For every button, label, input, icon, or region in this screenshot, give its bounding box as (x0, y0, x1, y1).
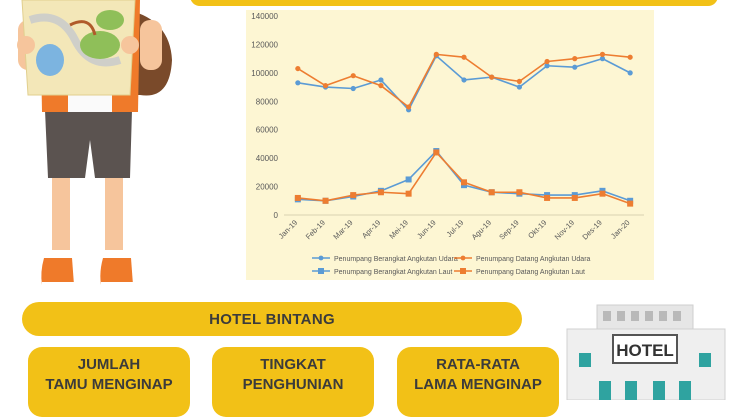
data-point (405, 190, 412, 197)
data-point (572, 64, 578, 70)
data-point (295, 65, 301, 72)
data-point (627, 70, 633, 76)
data-point (322, 197, 329, 204)
card-label-line2: LAMA MENGINAP (414, 376, 542, 393)
data-point (377, 189, 384, 196)
series-line (297, 150, 631, 202)
data-point (599, 190, 606, 197)
card-label-line1: RATA-RATA (436, 356, 520, 373)
x-tick-label: Mei-19 (387, 218, 410, 241)
x-tick-label: Jun-19 (415, 218, 438, 241)
x-tick-label: Agu-19 (470, 218, 493, 241)
legend-swatch-marker (460, 255, 466, 261)
y-tick-label: 120000 (251, 40, 278, 49)
section-banner: HOTEL BINTANG (22, 302, 522, 336)
card-rata-rata-lama: RATA-RATA LAMA MENGINAP (397, 347, 559, 417)
data-point (461, 179, 467, 186)
y-tick-label: 40000 (256, 154, 279, 163)
data-point (350, 85, 356, 92)
data-point (461, 77, 467, 83)
data-point (378, 83, 384, 89)
x-tick-label: Feb-19 (304, 218, 327, 241)
traveler-illustration (17, 0, 172, 287)
section-title: HOTEL BINTANG (209, 310, 335, 328)
data-point (405, 176, 412, 183)
data-point (294, 194, 301, 201)
data-point (599, 51, 606, 57)
legend-swatch-marker (318, 268, 324, 274)
data-point (433, 51, 439, 57)
card-jumlah-tamu: JUMLAH TAMU MENGINAP (28, 347, 190, 417)
data-point (350, 73, 356, 79)
data-point (627, 54, 633, 60)
line-chart: 0 20000 40000 60000 80000 100000 120000 140000 J… (251, 12, 644, 276)
y-tick-label: 60000 (256, 126, 279, 135)
data-point (488, 189, 495, 196)
data-point (516, 84, 522, 90)
y-tick-label: 100000 (251, 69, 278, 78)
legend-label: Penumpang Datang Angkutan Laut (476, 269, 585, 276)
data-point (295, 80, 301, 86)
series-line (297, 54, 631, 111)
series-line (297, 151, 631, 205)
x-tick-label: Nov-19 (553, 218, 576, 241)
x-tick-label: Jan-19 (277, 218, 300, 241)
y-tick-label: 80000 (256, 97, 279, 106)
legend-label: Penumpang Datang Angkutan Udara (476, 256, 591, 263)
legend-swatch-marker (318, 255, 324, 261)
card-label-line1: TINGKAT (260, 356, 326, 373)
data-point (627, 200, 634, 207)
data-point (461, 54, 467, 60)
legend-label: Penumpang Berangkat Angkutan Laut (334, 269, 452, 276)
card-label-line2: PENGHUNIAN (242, 376, 344, 393)
x-tick-label: Mar-19 (331, 218, 354, 241)
chart-panel: 0 20000 40000 60000 80000 100000 120000 140000 J… (246, 10, 654, 280)
data-point (516, 78, 522, 84)
x-tick-label: Des-19 (580, 218, 603, 241)
x-tick-label: Sep-19 (497, 218, 520, 241)
data-point (406, 104, 412, 110)
card-label-line2: TAMU MENGINAP (45, 376, 173, 393)
data-point (489, 74, 495, 80)
data-point (599, 56, 606, 62)
data-point (544, 63, 550, 69)
card-label-line1: JUMLAH (77, 356, 141, 373)
data-point (571, 194, 578, 201)
card-tingkat-penghunian: TINGKAT PENGHUNIAN (212, 347, 374, 417)
y-tick-label: 140000 (251, 12, 278, 21)
data-point (516, 189, 523, 196)
data-point (322, 83, 329, 89)
legend-swatch-marker (460, 268, 466, 274)
legend-label: Penumpang Berangkat Angkutan Udara (334, 256, 458, 263)
hotel-sign-text: HOTEL (616, 341, 674, 360)
data-point (572, 56, 578, 62)
data-point (544, 58, 550, 65)
data-point (433, 149, 440, 156)
x-tick-label: Okt-19 (526, 218, 548, 240)
hotel-building-illustration: HOTEL (566, 304, 726, 400)
y-tick-label: 0 (274, 211, 279, 220)
x-tick-label: Jul-19 (445, 218, 466, 239)
x-tick-label: Apr-19 (360, 218, 382, 240)
data-point (378, 77, 384, 83)
top-banner (190, 0, 718, 6)
data-point (544, 194, 551, 201)
x-tick-label: Jan-20 (609, 218, 632, 241)
data-point (350, 192, 357, 199)
y-tick-label: 20000 (256, 183, 279, 192)
